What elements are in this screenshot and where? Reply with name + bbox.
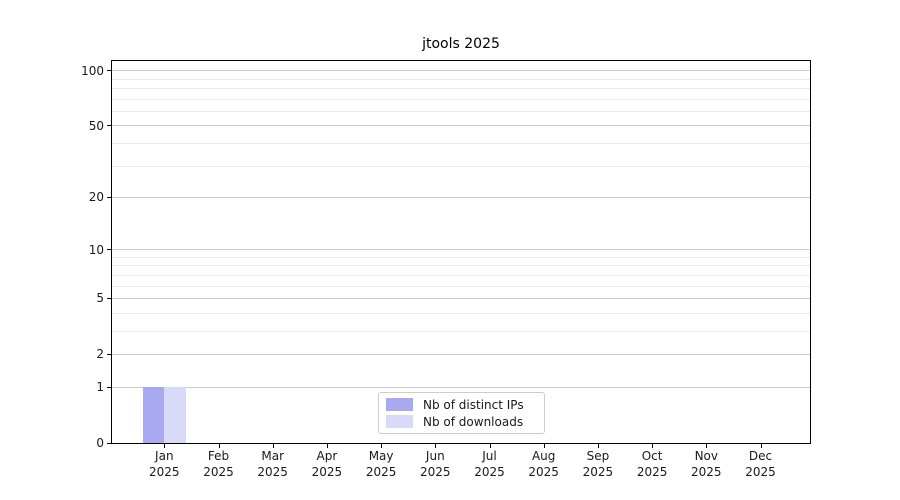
legend-item-distinct-ips: Nb of distinct IPs bbox=[386, 397, 536, 413]
y-tick-mark-2 bbox=[107, 353, 111, 355]
y-tick-mark-10 bbox=[107, 249, 111, 251]
minor-gridline-30 bbox=[112, 165, 810, 167]
minor-gridline-8 bbox=[112, 265, 810, 267]
y-tick-label-20: 20 bbox=[88, 190, 104, 205]
chart-title: jtools 2025 bbox=[422, 36, 500, 52]
minor-gridline-80 bbox=[112, 88, 810, 90]
x-tick-label-1: Jan 2025 bbox=[149, 449, 180, 479]
minor-gridline-90 bbox=[112, 78, 810, 80]
y-tick-mark-1 bbox=[107, 386, 111, 388]
y-tick-mark-20 bbox=[107, 196, 111, 198]
major-gridline-5 bbox=[112, 297, 810, 299]
x-tick-mark-2 bbox=[218, 444, 220, 448]
y-tick-label-100: 100 bbox=[81, 63, 104, 78]
x-tick-label-7: Jul 2025 bbox=[474, 449, 505, 479]
x-tick-label-4: Apr 2025 bbox=[311, 449, 343, 479]
minor-gridline-40 bbox=[112, 142, 810, 144]
x-tick-label-5: May 2025 bbox=[365, 449, 397, 479]
x-tick-label-9: Sep 2025 bbox=[582, 449, 614, 479]
x-tick-mark-4 bbox=[326, 444, 328, 448]
legend-item-downloads: Nb of downloads bbox=[386, 414, 536, 430]
y-tick-mark-5 bbox=[107, 297, 111, 299]
y-tick-label-2: 2 bbox=[96, 347, 104, 362]
x-tick-mark-8 bbox=[543, 444, 545, 448]
y-tick-mark-100 bbox=[107, 70, 111, 72]
legend-label-distinct-ips: Nb of distinct IPs bbox=[423, 397, 524, 412]
minor-gridline-6 bbox=[112, 285, 810, 287]
y-tick-mark-0 bbox=[107, 442, 111, 444]
y-tick-mark-50 bbox=[107, 125, 111, 127]
minor-gridline-9 bbox=[112, 256, 810, 258]
x-tick-label-3: Mar 2025 bbox=[257, 449, 288, 479]
x-tick-label-10: Oct 2025 bbox=[636, 449, 668, 479]
x-tick-mark-5 bbox=[381, 444, 383, 448]
major-gridline-1 bbox=[112, 386, 810, 388]
bar-nb-of-downloads bbox=[164, 387, 186, 443]
legend-swatch-distinct-ips bbox=[386, 398, 413, 411]
x-tick-mark-6 bbox=[435, 444, 437, 448]
y-tick-label-1: 1 bbox=[96, 380, 104, 395]
minor-gridline-3 bbox=[112, 330, 810, 332]
y-tick-label-10: 10 bbox=[88, 242, 104, 257]
minor-gridline-4 bbox=[112, 312, 810, 314]
bar-nb-of-distinct-ips bbox=[142, 387, 165, 443]
minor-gridline-70 bbox=[112, 98, 810, 100]
legend-swatch-downloads bbox=[386, 415, 413, 428]
x-tick-mark-3 bbox=[272, 444, 274, 448]
x-tick-label-11: Nov 2025 bbox=[691, 449, 722, 479]
x-tick-mark-11 bbox=[706, 444, 708, 448]
x-tick-mark-7 bbox=[489, 444, 491, 448]
x-tick-label-8: Aug 2025 bbox=[528, 449, 559, 479]
major-gridline-100 bbox=[112, 70, 810, 72]
legend-label-downloads: Nb of downloads bbox=[423, 414, 524, 429]
y-tick-label-50: 50 bbox=[88, 118, 104, 133]
y-tick-label-5: 5 bbox=[96, 291, 104, 306]
x-tick-mark-10 bbox=[652, 444, 654, 448]
x-tick-mark-12 bbox=[760, 444, 762, 448]
y-tick-label-0: 0 bbox=[96, 436, 104, 450]
major-gridline-20 bbox=[112, 196, 810, 198]
legend: Nb of distinct IPs Nb of downloads bbox=[378, 392, 545, 434]
minor-gridline-60 bbox=[112, 110, 810, 112]
x-tick-label-6: Jun 2025 bbox=[420, 449, 451, 479]
plot-area bbox=[111, 60, 811, 444]
major-gridline-50 bbox=[112, 125, 810, 127]
x-tick-mark-9 bbox=[597, 444, 599, 448]
major-gridline-10 bbox=[112, 249, 810, 251]
x-tick-label-2: Feb 2025 bbox=[203, 449, 234, 479]
major-gridline-2 bbox=[112, 353, 810, 355]
x-tick-mark-1 bbox=[164, 444, 166, 448]
x-tick-label-12: Dec 2025 bbox=[745, 449, 776, 479]
minor-gridline-7 bbox=[112, 274, 810, 276]
